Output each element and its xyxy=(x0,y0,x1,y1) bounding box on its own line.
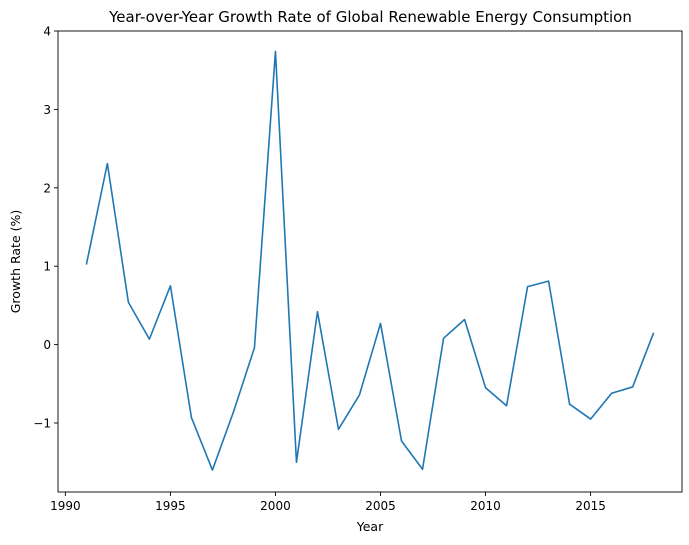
series-layer xyxy=(85,50,655,471)
chart-title: Year-over-Year Growth Rate of Global Ren… xyxy=(108,8,632,26)
y-axis-label: Growth Rate (%) xyxy=(8,210,23,314)
y-axis-ticks: −1 0 1 2 3 4 xyxy=(33,25,58,431)
series-line xyxy=(85,50,655,471)
x-axis-ticks: 1990 1995 2000 2005 2010 2015 xyxy=(50,492,606,513)
x-tick-label: 2010 xyxy=(470,499,501,513)
plot-frame xyxy=(57,30,683,493)
x-tick-label: 2005 xyxy=(365,499,396,513)
y-tick-label: 3 xyxy=(43,103,51,117)
y-tick-label: 4 xyxy=(43,25,51,39)
x-axis-label: Year xyxy=(356,519,384,534)
y-tick-label: −1 xyxy=(33,417,51,431)
x-tick-label: 1995 xyxy=(155,499,186,513)
x-tick-label: 2015 xyxy=(575,499,606,513)
x-tick-label: 1990 xyxy=(50,499,81,513)
y-tick-label: 2 xyxy=(43,181,51,195)
y-tick-label: 1 xyxy=(43,260,51,274)
y-tick-label: 0 xyxy=(43,338,51,352)
x-tick-label: 2000 xyxy=(260,499,291,513)
